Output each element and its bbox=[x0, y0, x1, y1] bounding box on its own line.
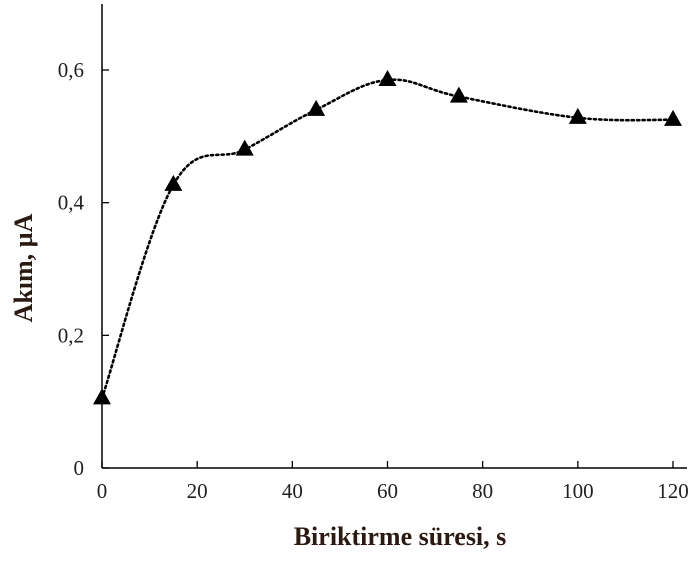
x-tick-label: 40 bbox=[282, 479, 303, 503]
axes bbox=[101, 4, 687, 469]
series-layer bbox=[93, 70, 682, 405]
data-point-marker bbox=[93, 388, 111, 405]
y-tick-label: 0,2 bbox=[58, 323, 84, 347]
y-tick-label: 0,6 bbox=[58, 58, 84, 82]
y-tick-label: 0 bbox=[74, 456, 85, 480]
x-tick-label: 0 bbox=[97, 479, 108, 503]
x-tick-label: 120 bbox=[657, 479, 689, 503]
x-tick-label: 20 bbox=[187, 479, 208, 503]
ticks: 0 20 40 60 80 100 120 0 0,2 0,4 0,6 bbox=[58, 58, 689, 503]
x-tick-label: 80 bbox=[472, 479, 493, 503]
data-point-marker bbox=[664, 109, 682, 126]
data-point-marker bbox=[449, 86, 468, 103]
x-tick-label: 60 bbox=[377, 479, 398, 503]
data-point-marker bbox=[164, 174, 183, 191]
y-tick-label: 0,4 bbox=[58, 191, 85, 215]
y-axis-title: Akım, µA bbox=[9, 213, 38, 322]
series-line bbox=[100, 78, 675, 400]
data-point-marker bbox=[568, 107, 587, 124]
data-point-marker bbox=[307, 99, 326, 116]
x-tick-label: 100 bbox=[562, 479, 594, 503]
x-axis-title: Biriktirme süresi, s bbox=[294, 522, 507, 551]
data-point-marker bbox=[235, 139, 254, 156]
data-point-marker bbox=[378, 70, 397, 87]
